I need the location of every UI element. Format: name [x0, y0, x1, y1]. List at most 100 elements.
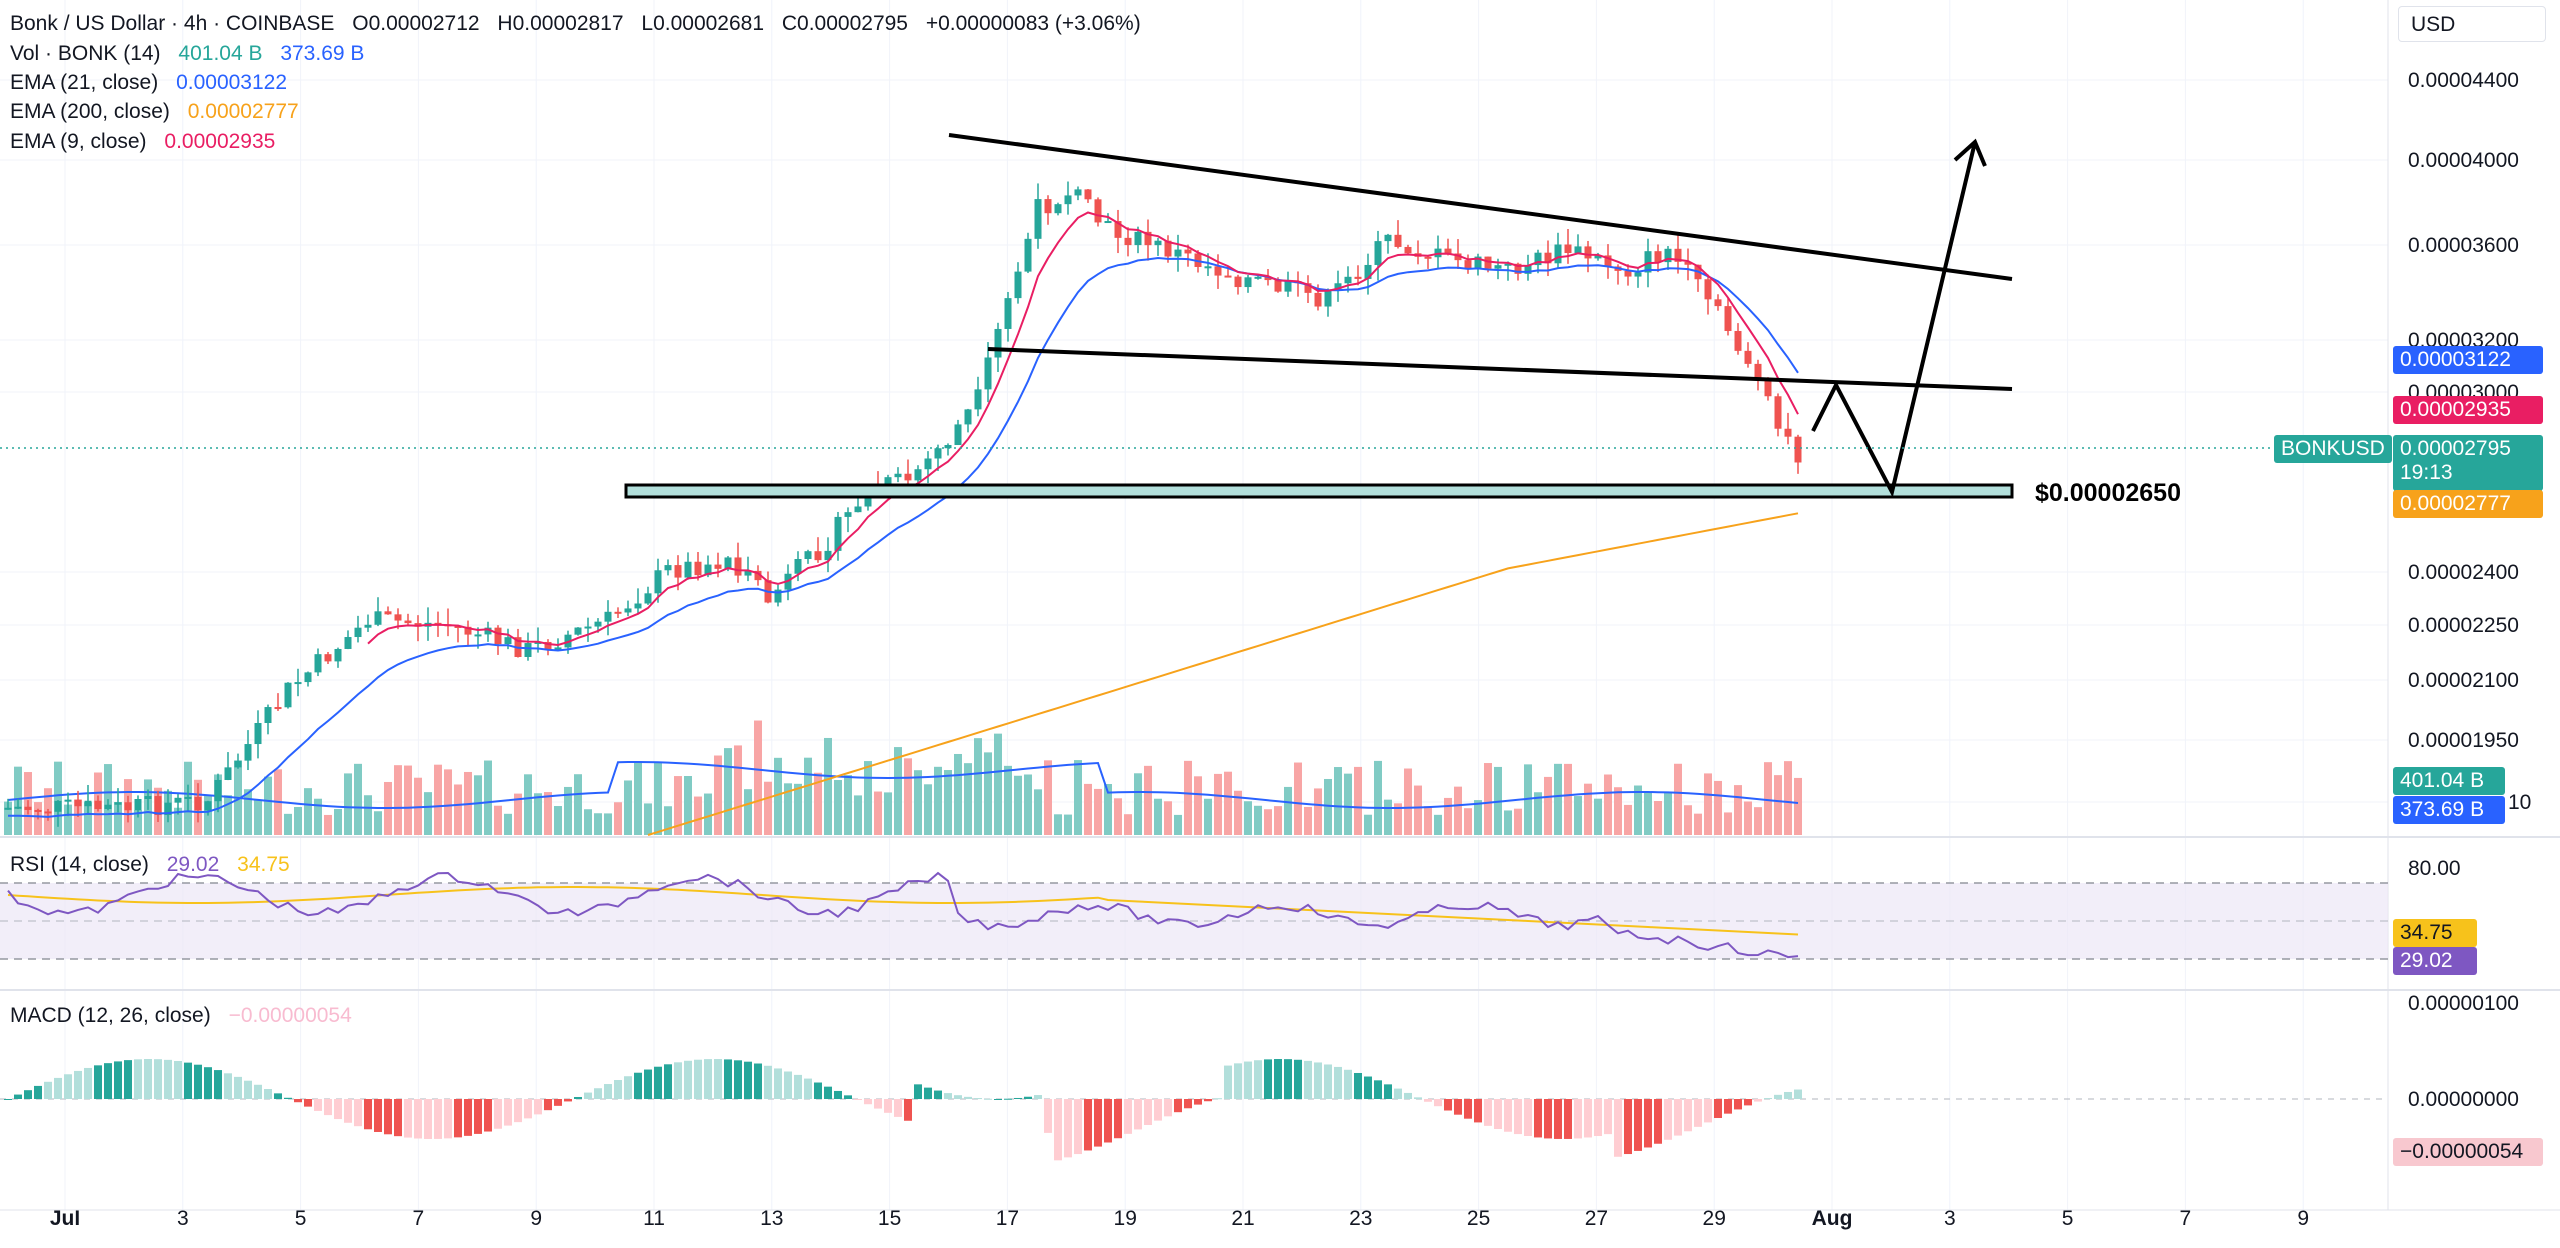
candle-body: [1534, 252, 1542, 266]
macd-bar: [474, 1099, 482, 1134]
macd-bar: [1154, 1099, 1162, 1121]
volume-bar: [1784, 761, 1792, 835]
candle-body: [274, 707, 282, 710]
volume-bar: [1114, 798, 1122, 835]
macd-bar: [1364, 1076, 1372, 1099]
macd-bar: [774, 1068, 782, 1099]
rsi-ma-value: 34.75: [237, 853, 290, 876]
candle-body: [54, 800, 62, 812]
volume-bar: [614, 802, 622, 835]
volume-bar: [1064, 814, 1072, 835]
macd-bar: [1454, 1099, 1462, 1115]
candle-body: [1654, 251, 1662, 263]
volume-bar: [1464, 808, 1472, 835]
vol-legend[interactable]: Vol · BONK (14) 401.04 B 373.69 B: [10, 42, 376, 66]
macd-bar: [694, 1059, 702, 1099]
currency-selector[interactable]: USD: [2398, 6, 2546, 42]
candle-body: [794, 559, 802, 574]
candle-body: [1394, 234, 1402, 247]
macd-bar: [794, 1074, 802, 1099]
ohlc-low: L0.00002681: [641, 12, 765, 35]
macd-bar: [1394, 1088, 1402, 1099]
candle-body: [124, 802, 132, 811]
rsi-legend[interactable]: RSI (14, close) 29.02 34.75: [10, 853, 302, 877]
volume-bar: [1224, 771, 1232, 835]
volume-bar: [1034, 789, 1042, 835]
volume-bar: [1584, 783, 1592, 835]
macd-bar: [1194, 1099, 1202, 1105]
macd-bar: [354, 1099, 362, 1127]
macd-bar: [1524, 1099, 1532, 1136]
candle-body: [1224, 275, 1232, 278]
volume-bar: [534, 793, 542, 835]
ema200-legend[interactable]: EMA (200, close) 0.00002777: [10, 100, 311, 124]
candle-body: [1204, 266, 1212, 269]
candle-body: [224, 767, 232, 780]
macd-bar: [914, 1084, 922, 1099]
macd-bar: [1144, 1099, 1152, 1125]
macd-bar: [344, 1099, 352, 1123]
macd-bar: [954, 1095, 962, 1099]
candle-body: [1094, 199, 1102, 223]
last-price-value: 0.00002795: [2400, 437, 2511, 460]
candle-body: [924, 458, 932, 470]
volume-bar: [1454, 786, 1462, 835]
volume-bar: [334, 809, 342, 835]
volume-bar: [1174, 814, 1182, 835]
macd-bar: [864, 1099, 872, 1105]
symbol-title[interactable]: Bonk / US Dollar · 4h · COINBASE: [10, 12, 335, 35]
candle-body: [44, 811, 52, 814]
macd-bar: [1014, 1097, 1022, 1099]
upper-trendline[interactable]: [948, 133, 2013, 281]
volume-bar: [854, 795, 862, 835]
volume-bar: [1024, 774, 1032, 835]
macd-legend[interactable]: MACD (12, 26, close) −0.00000054: [10, 1004, 364, 1028]
volume-bar: [114, 802, 122, 835]
candle-body: [364, 624, 372, 628]
ema21-legend[interactable]: EMA (21, close) 0.00003122: [10, 71, 299, 95]
volume-bar: [1644, 792, 1652, 835]
macd-bar: [874, 1099, 882, 1109]
macd-bar: [1114, 1099, 1122, 1139]
volume-bar: [1314, 788, 1322, 835]
volume-bar: [1774, 775, 1782, 835]
candle-body: [964, 409, 972, 425]
volume-bar: [1124, 814, 1132, 835]
macd-bar: [1404, 1092, 1412, 1099]
support-zone[interactable]: [624, 483, 2014, 499]
x-axis-label: 9: [530, 1207, 542, 1230]
macd-bar: [44, 1081, 52, 1099]
volume-bar: [1444, 797, 1452, 835]
volume-bar: [774, 757, 782, 835]
macd-histogram: [4, 1059, 1802, 1161]
macd-axis-top: 0.00000100: [2408, 992, 2519, 1015]
candle-body: [1464, 260, 1472, 270]
lower-trendline[interactable]: [987, 347, 2013, 391]
price-candles: [4, 181, 1802, 827]
volume-bar: [1664, 792, 1672, 835]
ema9-legend[interactable]: EMA (9, close) 0.00002935: [10, 130, 287, 154]
volume-bar: [454, 784, 462, 835]
volume-bar: [1244, 801, 1252, 835]
candle-body: [604, 611, 612, 622]
candle-body: [1684, 261, 1692, 265]
volume-bar: [284, 813, 292, 835]
volume-bar: [1394, 803, 1402, 835]
macd-bar: [94, 1065, 102, 1099]
candle-body: [1074, 189, 1082, 196]
volume-bar: [1284, 786, 1292, 835]
candle-body: [64, 799, 72, 802]
volume-bar: [1484, 763, 1492, 835]
rsi-ma-line: [7, 886, 1799, 936]
macd-bar: [1724, 1099, 1732, 1114]
volume-bar: [1554, 763, 1562, 835]
volume-bar: [754, 720, 762, 835]
macd-bar: [334, 1099, 342, 1120]
volume-ma-price-tag: 373.69 B: [2393, 796, 2505, 824]
volume-bar: [1604, 774, 1612, 835]
projection-path[interactable]: [1811, 141, 1977, 498]
volume-bar: [1504, 810, 1512, 835]
macd-bar: [1094, 1099, 1102, 1147]
candle-body: [104, 804, 112, 810]
